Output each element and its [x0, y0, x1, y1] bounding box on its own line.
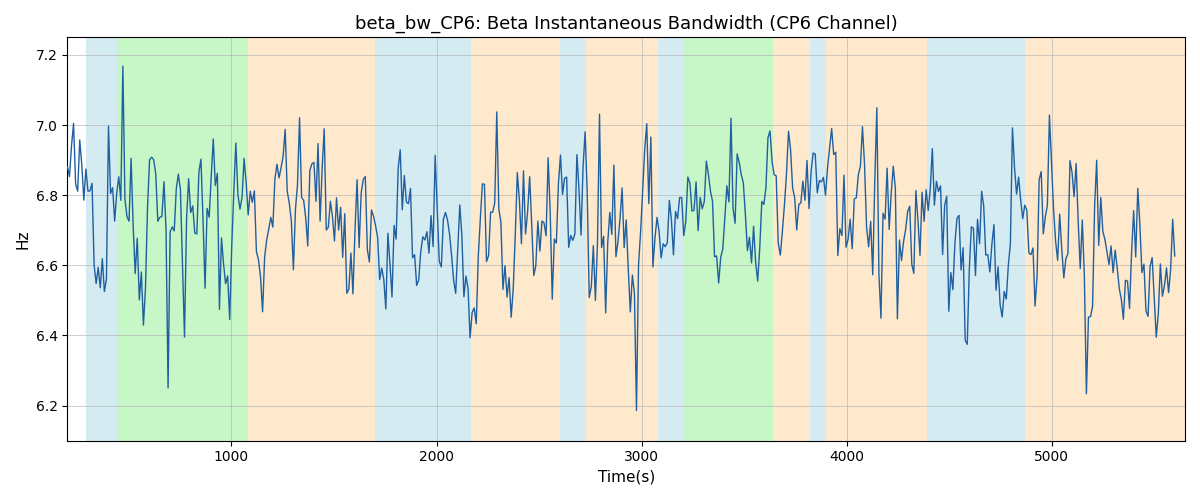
Bar	[926, 38, 1025, 440]
Bar	[773, 38, 810, 440]
Bar	[559, 38, 587, 440]
Bar	[810, 38, 826, 440]
Title: beta_bw_CP6: Beta Instantaneous Bandwidth (CP6 Channel): beta_bw_CP6: Beta Instantaneous Bandwidt…	[355, 15, 898, 34]
X-axis label: Time(s): Time(s)	[598, 470, 655, 485]
Bar	[1025, 38, 1186, 440]
Bar	[248, 38, 374, 440]
Bar	[587, 38, 658, 440]
Bar	[374, 38, 472, 440]
Bar	[86, 38, 116, 440]
Bar	[116, 38, 248, 440]
Bar	[472, 38, 559, 440]
Bar	[658, 38, 683, 440]
Y-axis label: Hz: Hz	[16, 230, 30, 249]
Bar	[683, 38, 773, 440]
Bar	[826, 38, 926, 440]
